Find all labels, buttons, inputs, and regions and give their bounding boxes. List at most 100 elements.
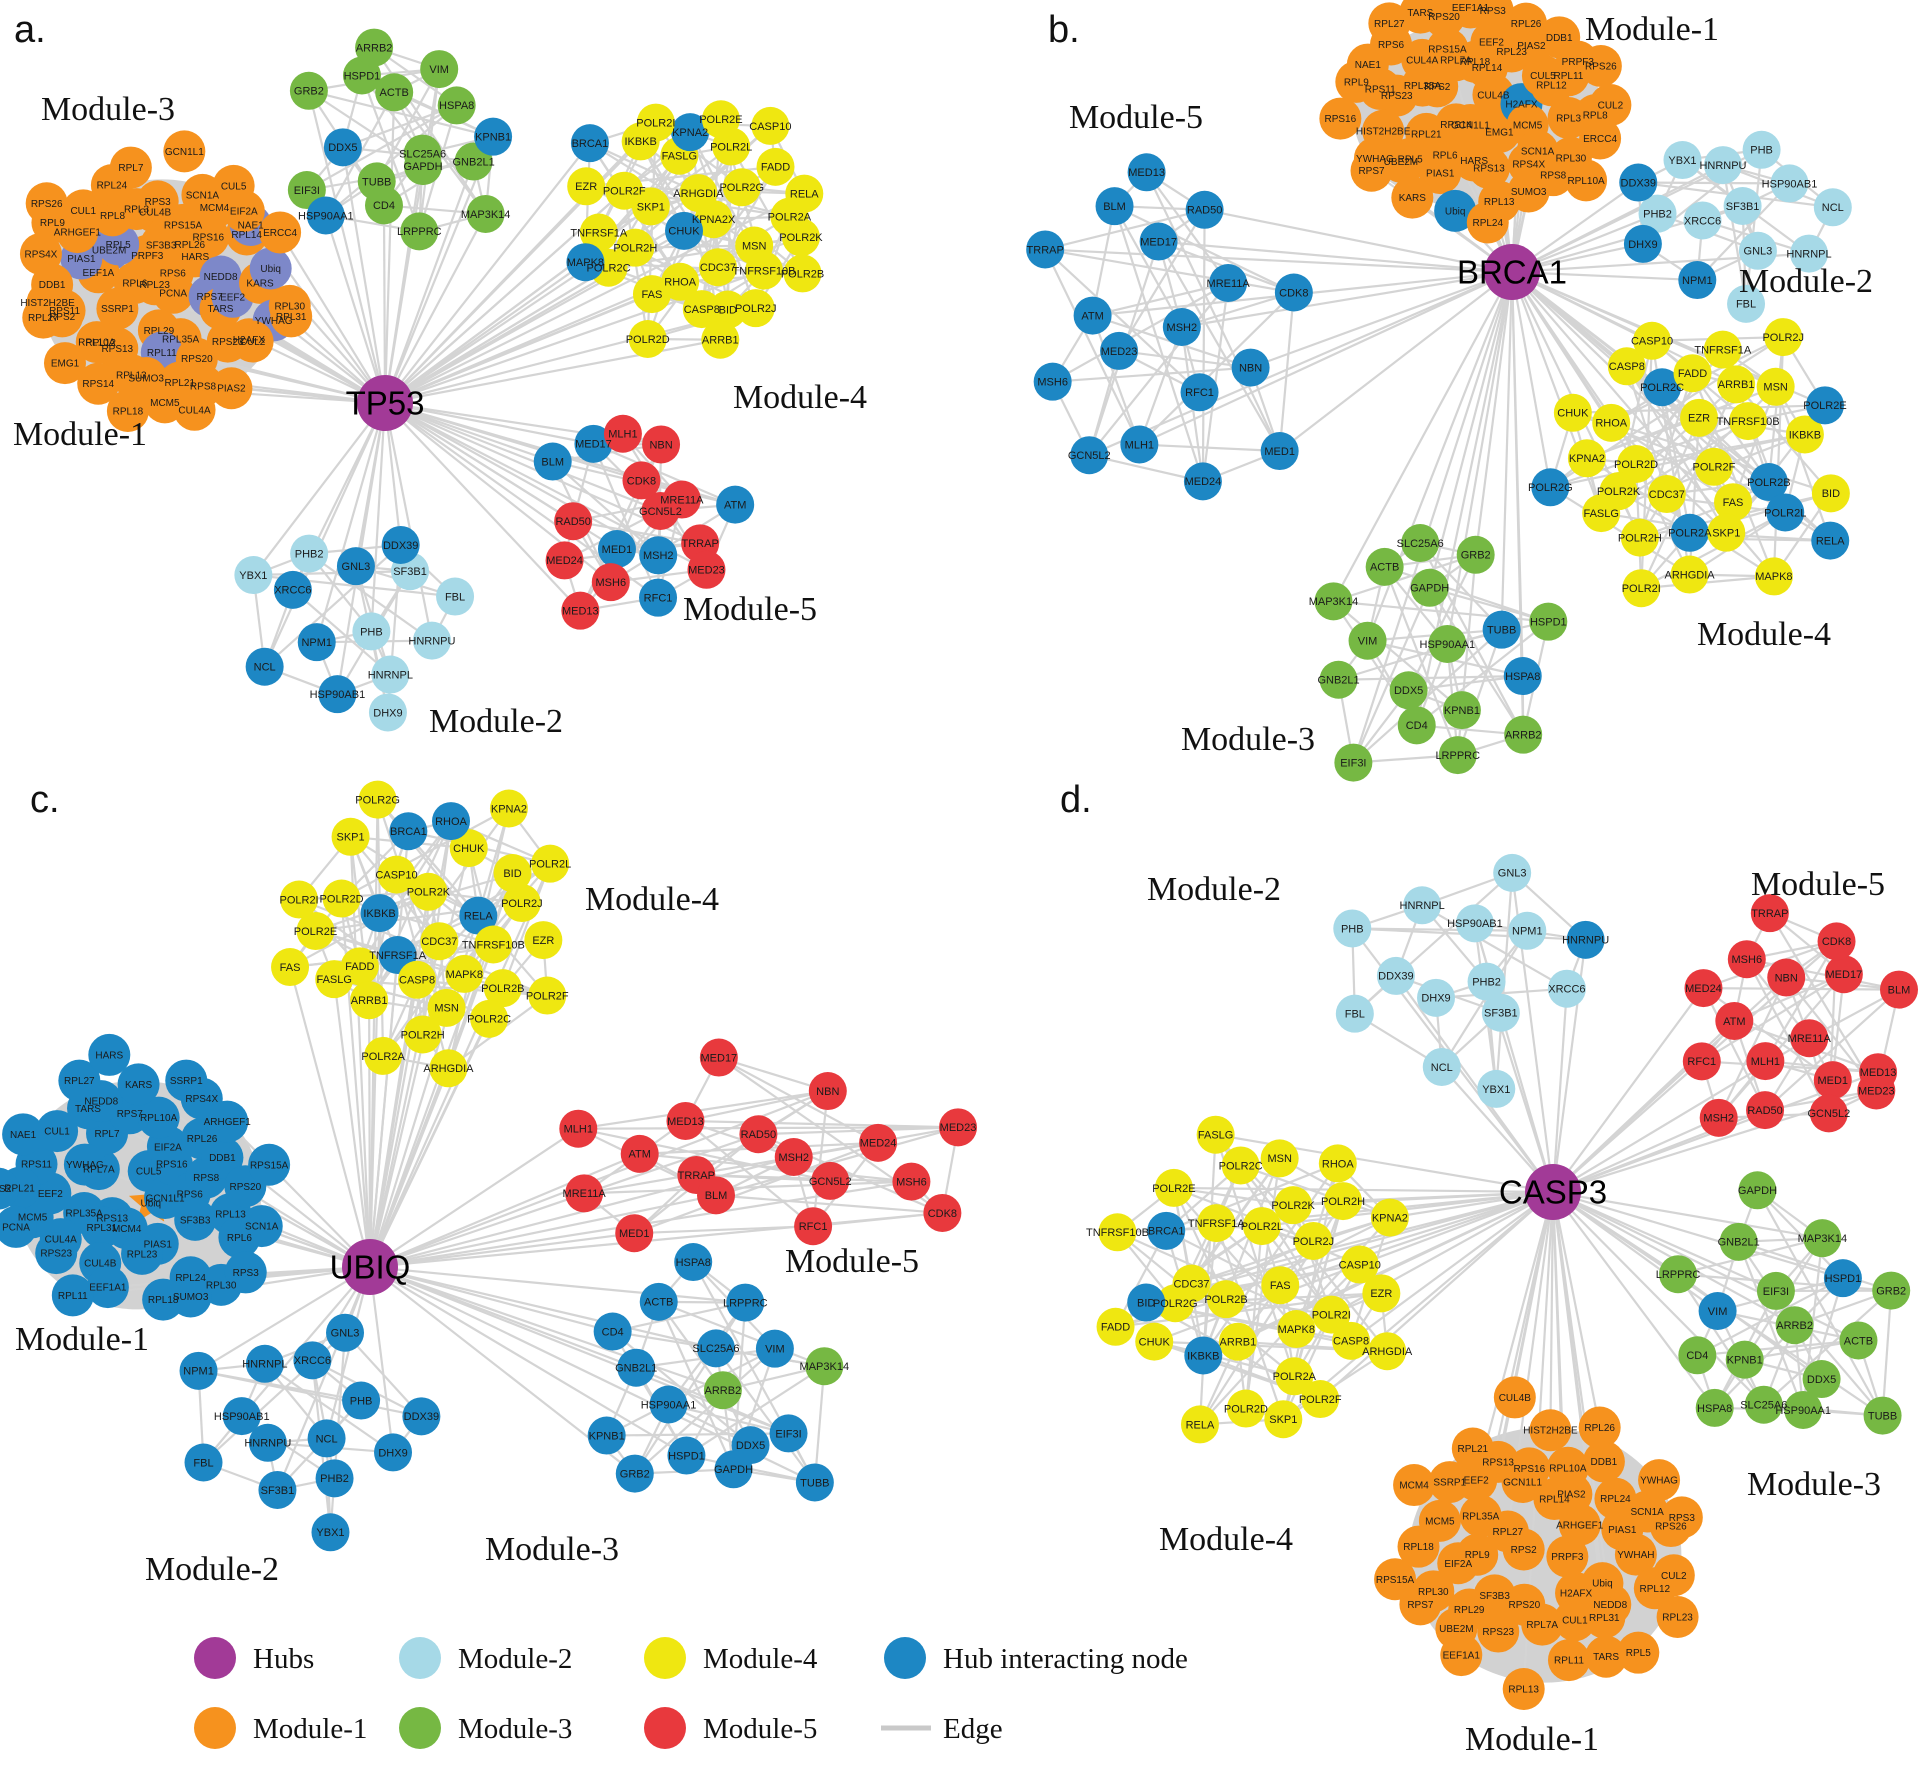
node-PHB2[interactable] [315, 1459, 354, 1498]
node-EIF3I[interactable] [1334, 743, 1373, 782]
node-POLR2B[interactable] [783, 254, 822, 293]
node-TNFRSF10B[interactable] [1729, 402, 1768, 441]
node-ATM[interactable] [1073, 296, 1112, 335]
node-RPS15A[interactable] [1374, 1558, 1417, 1601]
node-DHX9[interactable] [1417, 978, 1456, 1017]
node-RPL31[interactable] [270, 295, 313, 338]
node-MED1[interactable] [1813, 1061, 1852, 1100]
node-YBX1[interactable] [234, 556, 273, 595]
node-BRCA1[interactable] [389, 812, 428, 851]
node-HNRNPL[interactable] [371, 655, 410, 694]
node-VIM[interactable] [1698, 1292, 1737, 1331]
node-HSPD1[interactable] [1529, 602, 1568, 641]
node-KARS[interactable] [1391, 176, 1434, 219]
node-ARRB2[interactable] [1775, 1306, 1814, 1345]
node-HSP90AB1[interactable] [1455, 904, 1494, 943]
node-DDB1[interactable] [1538, 16, 1581, 59]
node-GNL3[interactable] [336, 547, 375, 586]
node-DDX39[interactable] [1619, 163, 1658, 202]
node-HNRNPL[interactable] [245, 1344, 284, 1383]
node-FADD[interactable] [1673, 354, 1712, 393]
node-HNRNPU[interactable] [412, 621, 451, 660]
node-TRRAP[interactable] [1026, 230, 1065, 269]
node-SLC25A6[interactable] [696, 1329, 735, 1368]
node-RAD50[interactable] [1746, 1091, 1785, 1130]
node-POLR2C[interactable] [1221, 1146, 1260, 1185]
node-POLR2H[interactable] [616, 228, 655, 267]
node-GNB2L1[interactable] [1719, 1222, 1758, 1261]
node-MAP3K14[interactable] [1803, 1219, 1842, 1258]
node-GNB2L1[interactable] [1319, 660, 1358, 699]
node-MED24[interactable] [859, 1123, 898, 1162]
node-YWHAH[interactable] [1614, 1533, 1657, 1576]
node-POLR2J[interactable] [502, 884, 541, 923]
node-XRCC6[interactable] [273, 570, 312, 609]
node-MAPK8[interactable] [445, 954, 484, 993]
node-MED24[interactable] [545, 541, 584, 580]
node-SF3B3[interactable] [174, 1198, 217, 1241]
node-CASP10[interactable] [751, 106, 790, 145]
node-SUMO3[interactable] [169, 1275, 212, 1318]
node-IKBKB[interactable] [1184, 1336, 1223, 1375]
node-ARHGDIA[interactable] [1670, 555, 1709, 594]
node-RHOA[interactable] [1592, 403, 1631, 442]
node-RPL24[interactable] [1594, 1477, 1637, 1520]
node-RAD50[interactable] [554, 502, 593, 541]
node-RPS4X[interactable] [19, 232, 62, 275]
node-GAPDH[interactable] [404, 147, 443, 186]
node-RPS3[interactable] [224, 1251, 267, 1294]
node-MED1[interactable] [1260, 432, 1299, 471]
node-CHUK[interactable] [665, 211, 704, 250]
node-TNFRSF1A[interactable] [579, 213, 618, 252]
node-KPNA2[interactable] [1370, 1198, 1409, 1237]
node-FASLG[interactable] [315, 960, 354, 999]
node-DDX5[interactable] [323, 128, 362, 167]
node-HSPD1[interactable] [667, 1436, 706, 1475]
node-CHUK[interactable] [1553, 393, 1592, 432]
node-MSN[interactable] [427, 988, 466, 1027]
node-RELA[interactable] [785, 174, 824, 213]
node-RELA[interactable] [1180, 1405, 1219, 1444]
node-CD4[interactable] [1397, 706, 1436, 745]
node-PCNA[interactable] [152, 271, 195, 314]
node-MLH1[interactable] [1746, 1042, 1785, 1081]
node-ACTB[interactable] [1839, 1321, 1878, 1360]
node-DDX39[interactable] [381, 525, 420, 564]
node-POLR2D[interactable] [1617, 445, 1656, 484]
node-CDK8[interactable] [923, 1193, 962, 1232]
node-CHUK[interactable] [449, 829, 488, 868]
node-SLC25A6[interactable] [1744, 1385, 1783, 1424]
node-FADD[interactable] [1096, 1307, 1135, 1346]
node-Ubiq[interactable] [1434, 189, 1477, 232]
node-FBL[interactable] [1727, 284, 1766, 323]
node-MSH2[interactable] [1699, 1098, 1738, 1137]
node-DDX5[interactable] [1389, 671, 1428, 710]
node-SSRP1[interactable] [1428, 1461, 1471, 1504]
node-FAS[interactable] [632, 275, 671, 314]
node-FBL[interactable] [436, 577, 475, 616]
node-RPL13[interactable] [1502, 1667, 1545, 1710]
node-CD4[interactable] [1678, 1336, 1717, 1375]
node-GRB2[interactable] [1872, 1271, 1911, 1310]
node-DHX9[interactable] [368, 693, 407, 732]
node-FASLG[interactable] [1196, 1115, 1235, 1154]
node-RPS3[interactable] [1660, 1496, 1703, 1539]
node-POLR2A[interactable] [1275, 1357, 1314, 1396]
node-KPNB1[interactable] [587, 1416, 626, 1455]
node-RHOA[interactable] [1318, 1144, 1357, 1183]
node-RPL26[interactable] [1505, 2, 1548, 45]
node-PRPF3[interactable] [1546, 1535, 1589, 1578]
node-ARHGDIA[interactable] [679, 174, 718, 213]
node-PHB[interactable] [342, 1381, 381, 1420]
node-POLR2K[interactable] [409, 872, 448, 911]
node-BRCA1[interactable] [1147, 1211, 1186, 1250]
node-YBX1[interactable] [311, 1513, 350, 1552]
node-RPL23[interactable] [121, 1232, 164, 1275]
node-POLR2E[interactable] [296, 911, 335, 950]
node-RAD50[interactable] [739, 1115, 778, 1154]
node-MAP3K14[interactable] [805, 1347, 844, 1386]
node-YWHAG[interactable] [63, 1143, 106, 1186]
node-POLR2D[interactable] [628, 319, 667, 358]
node-ARRB2[interactable] [355, 28, 394, 67]
node-RPL31[interactable] [1583, 1596, 1626, 1639]
